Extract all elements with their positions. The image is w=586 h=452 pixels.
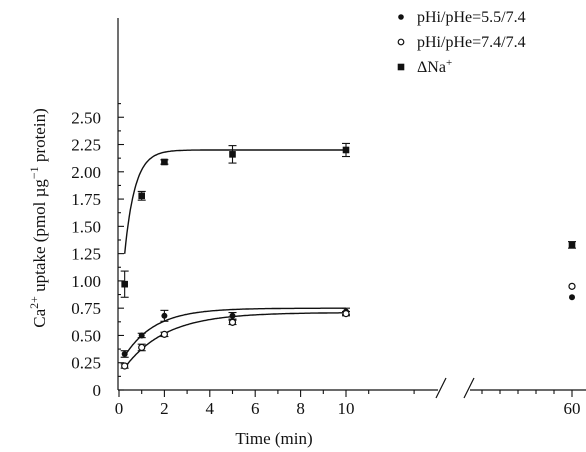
data-point	[121, 280, 128, 288]
data-point	[397, 63, 405, 71]
fit-curve	[124, 307, 346, 357]
y-axis-title: Ca2+ uptake (pmol µg−1 protein)	[27, 108, 49, 328]
y-tick-label: 0.25	[71, 354, 101, 373]
data-point	[568, 282, 576, 290]
y-tick-label: 0.75	[71, 299, 101, 318]
legend: pHi/pHe=5.5/7.4 pHi/pHe=7.4/7.4 ΔNa+	[397, 9, 526, 76]
legend-label: ΔNa+	[417, 57, 452, 76]
data-point	[342, 310, 350, 318]
data-point	[138, 332, 145, 339]
data-point	[568, 241, 576, 249]
series-points	[120, 142, 576, 298]
legend-item: pHi/pHe=5.5/7.4	[398, 9, 526, 26]
data-point	[229, 151, 236, 158]
y-tick-label: 0	[93, 381, 102, 400]
y-tick-label: 2.00	[71, 163, 101, 182]
data-point	[160, 330, 168, 338]
x-tick-label: 60	[564, 399, 581, 418]
data-point	[121, 362, 129, 370]
data-point	[569, 294, 575, 301]
axis-break-mark	[463, 377, 475, 399]
y-tick-label: 1.00	[71, 272, 101, 291]
data-point	[121, 350, 128, 357]
data-points	[120, 142, 576, 370]
legend-label: pHi/pHe=5.5/7.4	[417, 9, 526, 26]
legend-item: pHi/pHe=7.4/7.4	[397, 34, 526, 51]
data-point	[398, 14, 404, 20]
fit-curves	[124, 149, 346, 369]
x-tick-label: 0	[115, 399, 124, 418]
data-point	[138, 192, 145, 200]
series-points	[120, 294, 575, 358]
data-point	[397, 38, 405, 46]
data-point	[229, 312, 236, 319]
y-tick-label: 0.50	[71, 326, 101, 345]
data-point	[161, 158, 168, 166]
y-tick-label: 1.75	[71, 190, 101, 209]
data-point	[228, 318, 237, 326]
x-tick-label: 8	[296, 399, 305, 418]
x-tick-label: 4	[206, 399, 215, 418]
y-tick-label: 1.50	[71, 217, 101, 236]
data-point	[342, 146, 350, 154]
data-point	[138, 343, 146, 352]
data-point	[161, 312, 168, 319]
axis-break-mark	[435, 377, 447, 399]
legend-label: pHi/pHe=7.4/7.4	[417, 34, 526, 51]
x-tick-label: 2	[160, 399, 169, 418]
x-tick-label: 6	[251, 399, 260, 418]
y-tick-label: 1.25	[71, 245, 101, 264]
fit-curve	[124, 149, 346, 254]
series-points	[120, 282, 576, 370]
y-tick-label: 2.50	[71, 108, 101, 127]
y-tick-label: 2.25	[71, 136, 101, 155]
x-tick-label: 10	[338, 399, 355, 418]
legend-item: ΔNa+	[397, 57, 452, 76]
x-axis-title: Time (min)	[235, 429, 312, 448]
axes: 0 0.25 0.50 0.75 1.00 1.25 1.50 1.75 2.00 2.25 2.5…	[71, 18, 586, 418]
